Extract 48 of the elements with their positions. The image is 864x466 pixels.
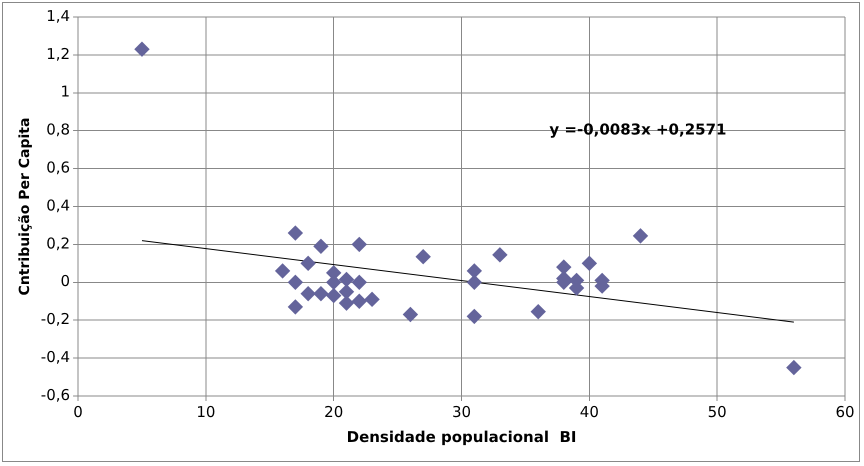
x-tick-label: 50 [708,402,727,421]
point [352,294,367,309]
y-tick-label: 0 [60,272,70,290]
x-tick-label: 20 [324,402,344,421]
point [338,296,354,311]
x-tick-label: 10 [196,402,216,421]
point [288,274,303,290]
point [338,272,354,287]
point [466,274,482,290]
y-tick-label: 1,4 [46,6,70,25]
point [313,286,328,302]
point [134,42,150,57]
point [530,304,546,320]
x-tick-label: 60 [835,402,855,421]
x-tick-label: 0 [73,402,83,421]
point [466,263,482,278]
point [466,308,482,324]
point [632,228,648,244]
y-tick-label: -0,2 [40,310,70,328]
point [492,247,508,262]
point [300,256,316,271]
y-tick-label: 1 [60,82,70,101]
point [402,307,418,322]
x-axis-title: Densidade populacional BI [346,428,576,446]
point [300,286,316,302]
point [416,249,431,264]
point [786,360,802,376]
point [582,256,597,271]
point [364,292,380,307]
y-tick-label: 0,4 [46,196,70,214]
point [352,236,367,252]
y-tick-label: 1,2 [46,44,70,63]
point [288,226,303,241]
x-tick-label: 40 [580,402,599,421]
annotation: y =-0,0083x +0,2571 [549,120,726,139]
point [275,263,290,278]
x-tick-label: 30 [452,402,472,421]
y-tick-label: 0,6 [46,158,70,176]
point [288,299,303,314]
point [556,260,572,275]
point [352,274,367,290]
y-axis-title: Cntribuição Per Capita [17,118,34,296]
point [326,288,342,304]
point [313,238,328,254]
y-tick-label: 0,2 [46,234,70,252]
y-tick-label: -0,6 [40,386,70,404]
y-tick-label: -0,4 [40,348,70,366]
y-tick-label: 0,8 [46,120,70,139]
